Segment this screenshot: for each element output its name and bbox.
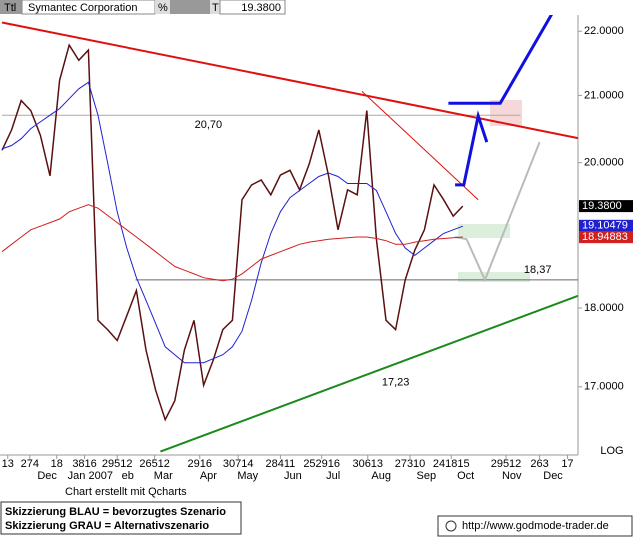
overlay-line bbox=[455, 110, 489, 187]
x-tick-label: 263 bbox=[530, 458, 548, 470]
x-month-label: Jun bbox=[284, 470, 302, 482]
x-month-label: Apr bbox=[200, 470, 217, 482]
series-line bbox=[1, 204, 463, 282]
x-month-label: Nov bbox=[502, 470, 522, 482]
annotation: 20,70 bbox=[195, 119, 223, 131]
price-tag-label: 19.10479 bbox=[582, 220, 628, 232]
x-month-label: Jan 2007 bbox=[68, 470, 113, 482]
scale-note: LOG bbox=[600, 445, 623, 457]
price-tag bbox=[579, 231, 633, 244]
copyright-icon bbox=[445, 520, 457, 532]
x-tick-label: 29512 bbox=[491, 458, 522, 470]
x-tick-label: 29512 bbox=[102, 458, 133, 470]
overlay-line bbox=[454, 141, 541, 283]
x-month-label: Aug bbox=[371, 470, 391, 482]
header-price: 19.3800 bbox=[241, 2, 281, 14]
overlay-line bbox=[361, 91, 479, 201]
x-tick-label: 27310 bbox=[395, 458, 426, 470]
x-tick-label: 26512 bbox=[139, 458, 170, 470]
x-month-label: May bbox=[237, 470, 258, 482]
header-box bbox=[210, 0, 220, 14]
x-tick-label: 17 bbox=[561, 458, 573, 470]
x-tick-label: 18 bbox=[51, 458, 63, 470]
x-tick-label: 274 bbox=[21, 458, 39, 470]
y-tick-label: 22.0000 bbox=[584, 25, 624, 37]
target-zone bbox=[458, 224, 510, 238]
y-tick-label: 20.0000 bbox=[584, 157, 624, 169]
legend-text: Skizzierung GRAU = Alternativszenario bbox=[5, 520, 209, 532]
header-name: Symantec Corporation bbox=[28, 2, 137, 14]
legend-box bbox=[0, 501, 242, 535]
x-tick-label: 241815 bbox=[433, 458, 470, 470]
y-tick-label: 18.0000 bbox=[584, 302, 624, 314]
annotation: 17,23 bbox=[382, 377, 410, 389]
x-month-label: Mar bbox=[154, 470, 173, 482]
series-line bbox=[1, 81, 463, 364]
x-month-label: Dec bbox=[543, 470, 563, 482]
x-tick-label: 30714 bbox=[223, 458, 254, 470]
credit: Chart erstellt mit Qcharts bbox=[65, 486, 187, 498]
y-tick-label: 21.0000 bbox=[584, 89, 624, 101]
annotation: 18,37 bbox=[524, 264, 552, 276]
x-month-label: Sep bbox=[417, 470, 437, 482]
header-t: T bbox=[212, 2, 219, 14]
price-tag-label: 19.3800 bbox=[582, 200, 622, 212]
price-tag bbox=[579, 219, 633, 232]
x-tick-label: 2916 bbox=[188, 458, 212, 470]
x-tick-label: 13 bbox=[2, 458, 14, 470]
x-month-label: Oct bbox=[457, 470, 474, 482]
y-tick-label: 17.0000 bbox=[584, 381, 624, 393]
x-tick-label: 28411 bbox=[266, 458, 296, 470]
target-zone bbox=[458, 272, 530, 282]
x-month-label: Jul bbox=[326, 470, 340, 482]
plot-area bbox=[1, 15, 578, 453]
site-box bbox=[437, 515, 633, 537]
header-pct: % bbox=[158, 2, 168, 14]
x-month-label: eb bbox=[122, 470, 134, 482]
x-month-label: Dec bbox=[37, 470, 57, 482]
header: Ttl Symantec Corporation % T 19.3800 bbox=[0, 0, 286, 15]
header-box bbox=[219, 0, 286, 15]
header-box bbox=[155, 0, 170, 14]
price-tag bbox=[579, 200, 633, 213]
site: http://www.godmode-trader.de bbox=[462, 520, 609, 532]
price-tag-label: 18.94883 bbox=[582, 231, 628, 243]
header-box bbox=[170, 0, 210, 14]
x-tick-label: 252916 bbox=[303, 458, 340, 470]
header-label: Ttl bbox=[4, 2, 16, 14]
x-tick-label: 30613 bbox=[352, 458, 383, 470]
legend-text: Skizzierung BLAU = bevorzugtes Szenario bbox=[5, 506, 226, 518]
overlay-line bbox=[448, 15, 553, 105]
footer: Chart erstellt mit Qcharts Skizzierung B… bbox=[0, 486, 633, 537]
x-tick-label: 3816 bbox=[72, 458, 96, 470]
header-box bbox=[0, 0, 22, 14]
series-line bbox=[1, 43, 464, 422]
overlay-line bbox=[160, 294, 578, 453]
overlay-line bbox=[1, 21, 578, 140]
